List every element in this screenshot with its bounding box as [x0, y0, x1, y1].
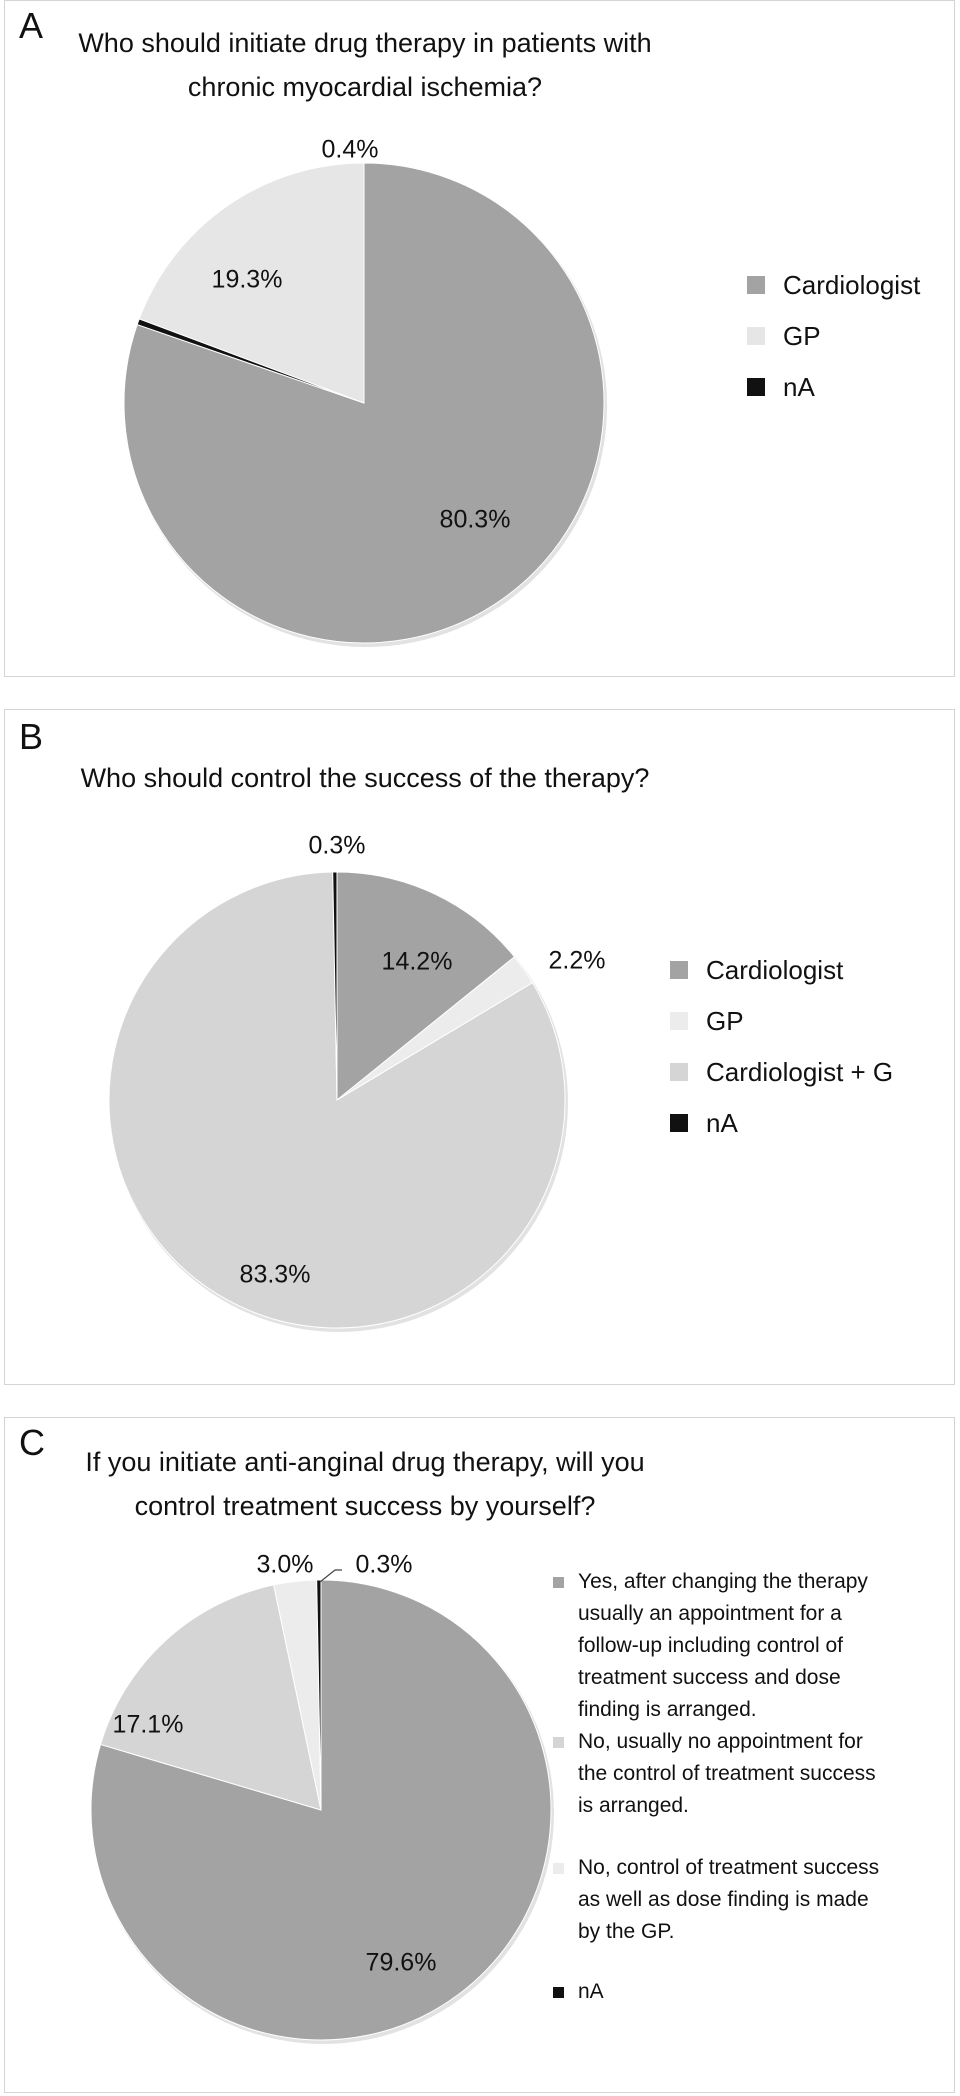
slice-label: 0.4% — [322, 136, 379, 164]
pie-chart: 14.2% 2.2% 83.3% 0.3% — [108, 832, 606, 1332]
legend-item: Yes, after changing the therapy usually a… — [553, 1566, 868, 1726]
pie-slice — [336, 871, 516, 1102]
pie-chart: 80.3% 0.4% 19.3% — [123, 136, 607, 647]
panel-letter: B — [19, 716, 44, 757]
legend-swatch — [747, 327, 765, 345]
legend-label-line: GP — [783, 321, 821, 351]
slice-label: 17.1% — [113, 1711, 184, 1739]
legend-label: Cardiologist + G — [706, 1056, 893, 1088]
panel-a: A Who should initiate drug therapy in pa… — [4, 0, 955, 677]
slice-label: 14.2% — [382, 948, 453, 976]
legend-swatch — [670, 1063, 688, 1081]
legend-swatch — [553, 1986, 564, 1998]
legend-label-line: nA — [578, 1980, 604, 2003]
legend-swatch — [553, 1576, 564, 1588]
chart-title: If you initiate anti-anginal drug therap… — [5, 1440, 725, 1528]
legend-label-line: No, control of treatment success — [578, 1856, 880, 1879]
chart-title: Who should control the success of the th… — [5, 756, 725, 800]
legend-item: GP — [670, 1005, 744, 1037]
legend-label-line: by the GP. — [578, 1920, 675, 1943]
legend-label-line: GP — [706, 1006, 744, 1036]
pie-slice — [99, 1584, 322, 1811]
legend-swatch — [670, 961, 688, 979]
slice-label: 2.2% — [549, 947, 606, 975]
legend-item: nA — [747, 371, 815, 403]
pie-slice — [316, 1579, 322, 1811]
legend-label-line: No, usually no appointment for — [578, 1730, 863, 1753]
legend-swatch — [553, 1862, 564, 1874]
panel-b: B Who should control the success of the … — [4, 709, 955, 1385]
legend-item: nA — [553, 1976, 604, 2008]
legend-swatch — [670, 1114, 688, 1132]
legend-label: GP — [706, 1005, 744, 1037]
legend-label-line: the control of treatment success — [578, 1762, 876, 1785]
chart-title: Who should initiate drug therapy in pati… — [5, 21, 725, 109]
pie-chart: 79.6% 17.1% 3.0% 0.3% — [90, 1551, 554, 2044]
chart-title-line-1: Who should control the success of the th… — [80, 763, 650, 793]
chart-title-line-1: Who should initiate drug therapy in pati… — [78, 28, 652, 58]
pie-slice — [332, 871, 338, 1101]
legend-item: Cardiologist — [747, 269, 920, 301]
pie-slice — [123, 162, 605, 644]
legend-item: GP — [747, 320, 821, 352]
slice-label: 3.0% — [257, 1551, 314, 1579]
legend-label: nA — [783, 371, 815, 403]
legend-label-line: nA — [783, 372, 815, 402]
legend-swatch — [670, 1012, 688, 1030]
chart-title-line-1: If you initiate anti-anginal drug therap… — [85, 1447, 645, 1477]
legend-label: Yes, after changing the therapy usually a… — [578, 1566, 868, 1726]
legend-label-line: finding is arranged. — [578, 1698, 757, 1721]
pie-slice — [138, 162, 365, 404]
legend-label-line: treatment success and dose — [578, 1666, 841, 1689]
legend-label: nA — [706, 1107, 738, 1139]
slice-label: 80.3% — [440, 506, 511, 534]
legend-item: No, usually no appointment for the contro… — [553, 1726, 876, 1822]
chart-title-line-2: control treatment success by yourself? — [134, 1491, 596, 1521]
legend-label-line: as well as dose finding is made — [578, 1888, 869, 1911]
panel-letter: C — [19, 1422, 45, 1463]
legend-swatch — [553, 1736, 564, 1748]
legend-label-line: nA — [706, 1108, 738, 1138]
legend-label: Cardiologist — [783, 269, 920, 301]
legend-label: Cardiologist — [706, 954, 843, 986]
slice-label: 83.3% — [240, 1261, 311, 1289]
legend-swatch — [747, 378, 765, 396]
legend-label-line: usually an appointment for a — [578, 1602, 842, 1625]
legend-item: Cardiologist + G — [670, 1056, 893, 1088]
slice-label: 79.6% — [366, 1949, 437, 1977]
legend-label: GP — [783, 320, 821, 352]
legend-label-line: is arranged. — [578, 1794, 689, 1817]
legend-label: No, usually no appointment for the contro… — [578, 1726, 876, 1822]
legend-swatch — [747, 276, 765, 294]
leader-line — [319, 1569, 342, 1583]
slice-label: 0.3% — [356, 1551, 413, 1579]
panel-c: C If you initiate anti-anginal drug ther… — [4, 1417, 955, 2093]
legend-label-line: Yes, after changing the therapy — [578, 1570, 868, 1593]
legend-label-line: Cardiologist + G — [706, 1057, 894, 1087]
legend-label: nA — [578, 1976, 604, 2008]
legend-label: No, control of treatment success as well … — [578, 1852, 879, 1948]
legend-item: No, control of treatment success as well … — [553, 1852, 879, 1948]
legend-label-line: follow-up including control of — [578, 1634, 843, 1657]
chart-title-line-2: chronic myocardial ischemia? — [187, 72, 543, 102]
panel-letter: A — [19, 5, 44, 46]
slice-label: 19.3% — [212, 266, 283, 294]
legend-item: Cardiologist — [670, 954, 843, 986]
legend-label-line: Cardiologist — [706, 955, 844, 985]
legend-item: nA — [670, 1107, 738, 1139]
legend-label-line: Cardiologist — [783, 270, 921, 300]
slice-label: 0.3% — [309, 832, 366, 860]
